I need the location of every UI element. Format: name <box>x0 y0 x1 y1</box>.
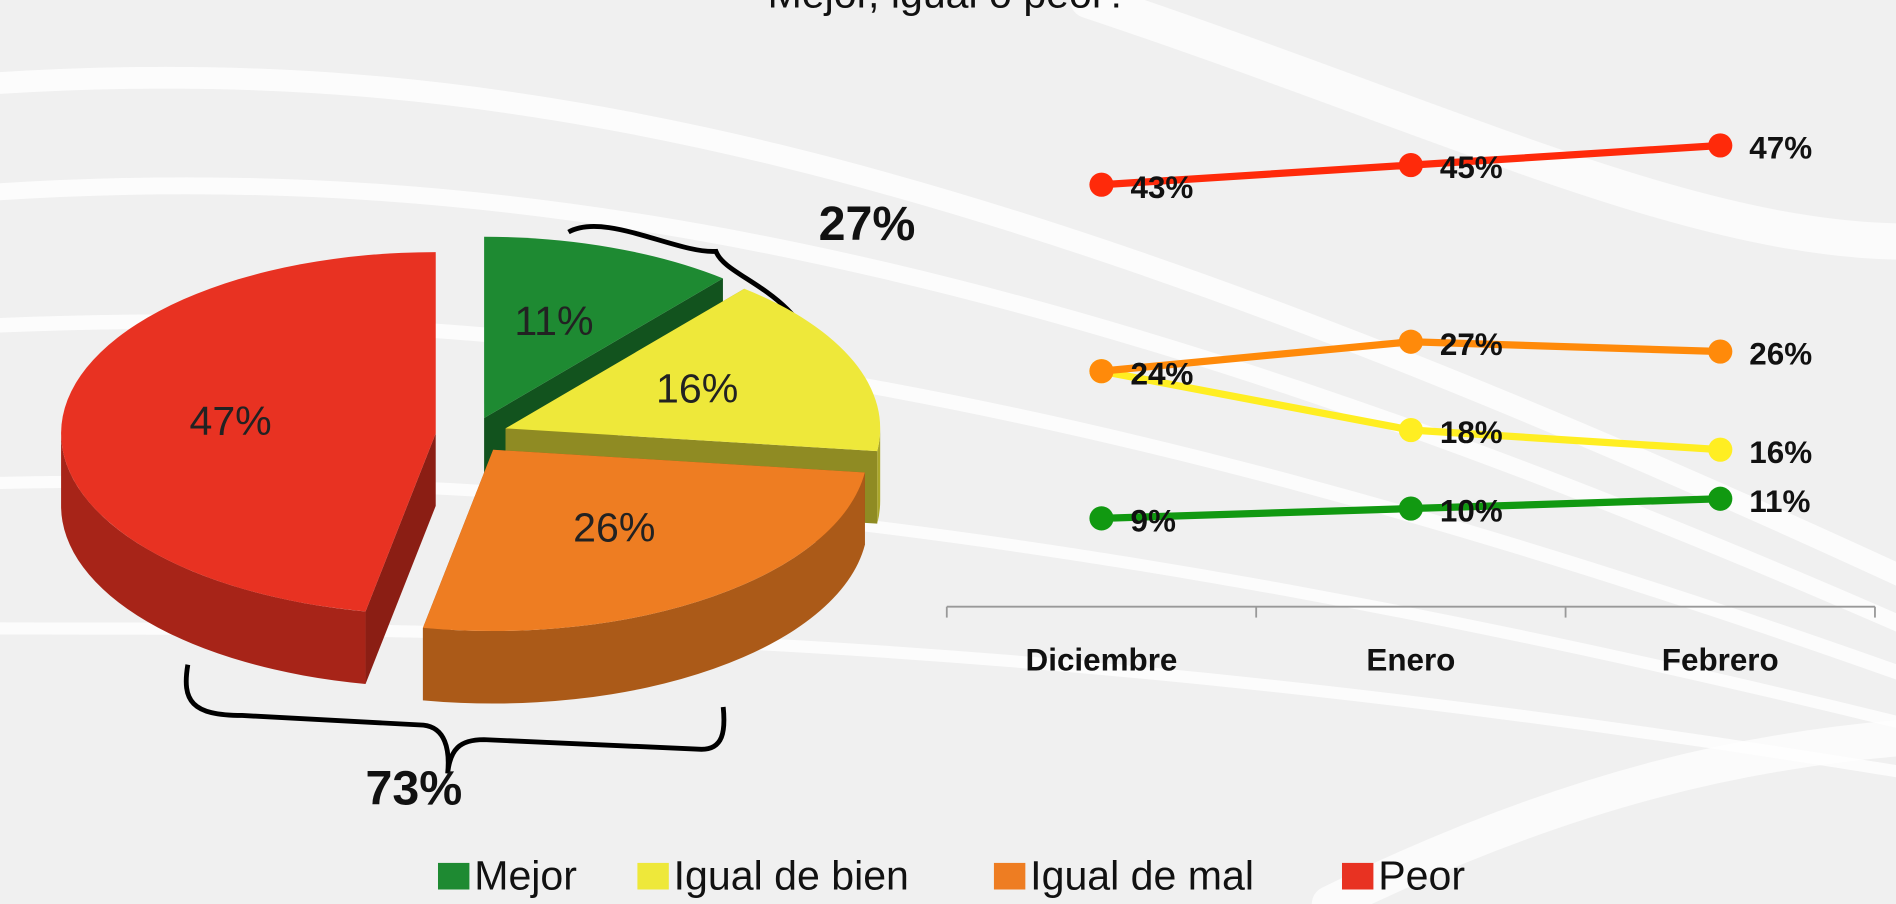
legend-label: Igual de bien <box>674 852 909 898</box>
data-label: 26% <box>1749 337 1812 372</box>
data-label: 24% <box>1130 356 1193 391</box>
pie-side <box>422 472 865 704</box>
pie-tops <box>61 236 881 632</box>
series-point <box>1089 359 1114 384</box>
pie-slice <box>484 236 723 419</box>
data-label: 10% <box>1440 494 1503 529</box>
pie-slice <box>422 449 865 632</box>
legend-swatch <box>437 862 470 890</box>
data-label: 11% <box>1749 484 1810 519</box>
data-label: 45% <box>1440 150 1503 185</box>
series-point <box>1398 496 1423 521</box>
x-tick-label: Diciembre <box>1026 643 1178 678</box>
series-point <box>1398 329 1423 354</box>
series-point <box>1089 172 1114 197</box>
series-point <box>1708 339 1733 364</box>
data-label: 47% <box>1749 131 1812 166</box>
data-label: 9% <box>1130 504 1175 539</box>
pie-side <box>61 433 366 684</box>
series-point <box>1398 153 1423 178</box>
pie-value-label: 16% <box>656 366 738 412</box>
data-label: 27% <box>1440 327 1503 362</box>
legend-swatch <box>637 862 669 890</box>
series-point <box>1708 486 1733 511</box>
pie-slice <box>505 288 881 452</box>
x-tick-label: Febrero <box>1662 643 1779 678</box>
series-point <box>1398 417 1423 443</box>
series-point <box>1089 506 1114 531</box>
legend-label: Peor <box>1378 852 1465 898</box>
series-point <box>1708 133 1733 158</box>
chart-title: Mejor, igual o peor? <box>768 0 1129 16</box>
data-label: 43% <box>1130 170 1193 205</box>
data-label: 18% <box>1440 415 1503 450</box>
data-label: 16% <box>1749 435 1812 470</box>
pie-slice <box>61 252 436 612</box>
pie-value-label: 26% <box>573 504 655 550</box>
pie-cut-face <box>365 433 436 684</box>
bracket-label: 27% <box>819 197 916 251</box>
bracket-label: 73% <box>365 761 462 815</box>
legend-swatch <box>993 862 1026 890</box>
legend-swatch <box>1341 862 1374 890</box>
series-point <box>1708 437 1733 462</box>
legend-label: Mejor <box>474 852 577 898</box>
x-tick-label: Enero <box>1366 643 1455 678</box>
legend-label: Igual de mal <box>1030 852 1254 898</box>
pie-side <box>877 428 881 524</box>
pie-value-label: 11% <box>514 298 593 344</box>
pie-value-label: 47% <box>189 398 271 444</box>
